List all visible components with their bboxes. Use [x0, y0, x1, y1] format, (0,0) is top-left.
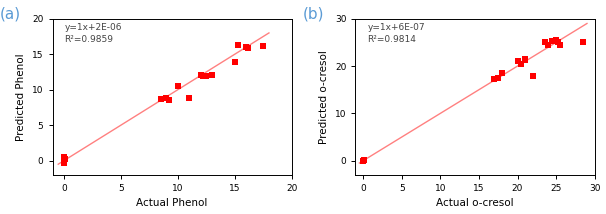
Point	[173, 85, 182, 88]
Point	[553, 41, 562, 44]
Point	[164, 98, 173, 101]
Point	[244, 46, 253, 50]
Point	[59, 161, 68, 165]
Point	[540, 41, 550, 44]
Point	[258, 45, 268, 48]
Point	[201, 74, 211, 78]
Point	[230, 60, 239, 64]
Point	[513, 60, 522, 63]
Point	[233, 43, 243, 47]
Point	[358, 159, 368, 162]
Point	[555, 43, 565, 46]
Point	[551, 38, 561, 42]
Point	[359, 159, 369, 162]
Point	[547, 40, 557, 43]
Text: (a): (a)	[0, 6, 21, 21]
Point	[521, 59, 530, 62]
Point	[184, 97, 194, 100]
Point	[528, 74, 538, 77]
Point	[490, 78, 499, 81]
Point	[578, 41, 588, 44]
X-axis label: Actual Phenol: Actual Phenol	[136, 198, 208, 208]
Y-axis label: Predicted Phenol: Predicted Phenol	[16, 53, 27, 141]
Point	[196, 73, 205, 77]
Point	[60, 157, 70, 160]
Text: y=1x+6E-07
R²=0.9814: y=1x+6E-07 R²=0.9814	[367, 23, 425, 44]
Point	[493, 76, 503, 80]
Point	[156, 97, 165, 101]
Point	[241, 45, 251, 49]
Text: (b): (b)	[303, 6, 324, 21]
Point	[516, 62, 526, 65]
Point	[207, 73, 217, 77]
Point	[162, 97, 171, 100]
Point	[198, 74, 208, 77]
Point	[544, 43, 553, 46]
Text: y=1x+2E-06
R²=0.9859: y=1x+2E-06 R²=0.9859	[64, 23, 122, 44]
Y-axis label: Predicted o-cresol: Predicted o-cresol	[319, 50, 330, 144]
X-axis label: Actual o-cresol: Actual o-cresol	[436, 198, 514, 208]
Point	[521, 57, 530, 61]
Point	[59, 155, 68, 159]
Point	[498, 71, 507, 75]
